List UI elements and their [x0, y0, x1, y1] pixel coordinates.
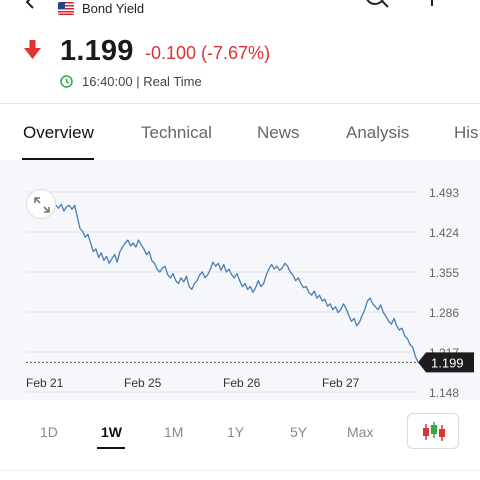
y-tick-label: 1.286	[429, 306, 459, 320]
divider	[0, 470, 480, 471]
more-menu-icon[interactable]	[426, 0, 438, 8]
x-tick-label: Feb 25	[124, 376, 162, 390]
candlestick-toggle-button[interactable]	[407, 413, 459, 449]
y-tick-label: 1.493	[429, 186, 459, 200]
expand-icon	[34, 197, 50, 213]
down-arrow-icon	[24, 40, 41, 59]
tab-history[interactable]: His	[454, 123, 479, 142]
clock-icon	[60, 75, 73, 88]
tab-overview[interactable]: Overview	[23, 123, 94, 142]
period-5y[interactable]: 5Y	[290, 424, 308, 440]
period-1y[interactable]: 1Y	[227, 424, 245, 440]
top-bar: Bond Yield	[0, 0, 480, 22]
candlestick-icon	[423, 422, 445, 441]
active-period-indicator	[97, 447, 125, 449]
tab-bar: Overview Technical News Analysis His	[0, 104, 480, 160]
period-1m[interactable]: 1M	[164, 424, 184, 440]
period-selector: 1D 1W 1M 1Y 5Y Max	[0, 408, 480, 454]
current-value-label: 1.199	[431, 355, 464, 370]
period-1w[interactable]: 1W	[101, 424, 122, 440]
current-price: 1.199	[60, 35, 134, 67]
divider	[0, 103, 480, 104]
y-tick-label: 1.355	[429, 266, 459, 280]
us-flag-icon	[58, 2, 74, 15]
y-tick-label: 1.424	[429, 226, 459, 240]
back-arrow-icon[interactable]	[22, 0, 38, 10]
quote-time: 16:40:00 | Real Time	[82, 74, 202, 89]
tab-analysis[interactable]: Analysis	[346, 123, 410, 142]
x-tick-label: Feb 21	[26, 376, 64, 390]
x-tick-label: Feb 26	[223, 376, 261, 390]
x-tick-label: Feb 27	[322, 376, 360, 390]
series-line	[55, 203, 419, 363]
period-1d[interactable]: 1D	[40, 424, 58, 440]
y-tick-label: 1.148	[429, 386, 459, 400]
current-value-marker	[418, 352, 474, 373]
page-title: Bond Yield	[82, 1, 145, 16]
active-tab-indicator	[22, 158, 94, 160]
price-change: -0.100 (-7.67%)	[145, 43, 271, 63]
search-icon[interactable]	[364, 0, 390, 12]
expand-chart-button[interactable]	[26, 189, 56, 219]
period-max[interactable]: Max	[347, 424, 374, 440]
tab-technical[interactable]: Technical	[141, 123, 212, 142]
tab-news[interactable]: News	[257, 123, 300, 142]
